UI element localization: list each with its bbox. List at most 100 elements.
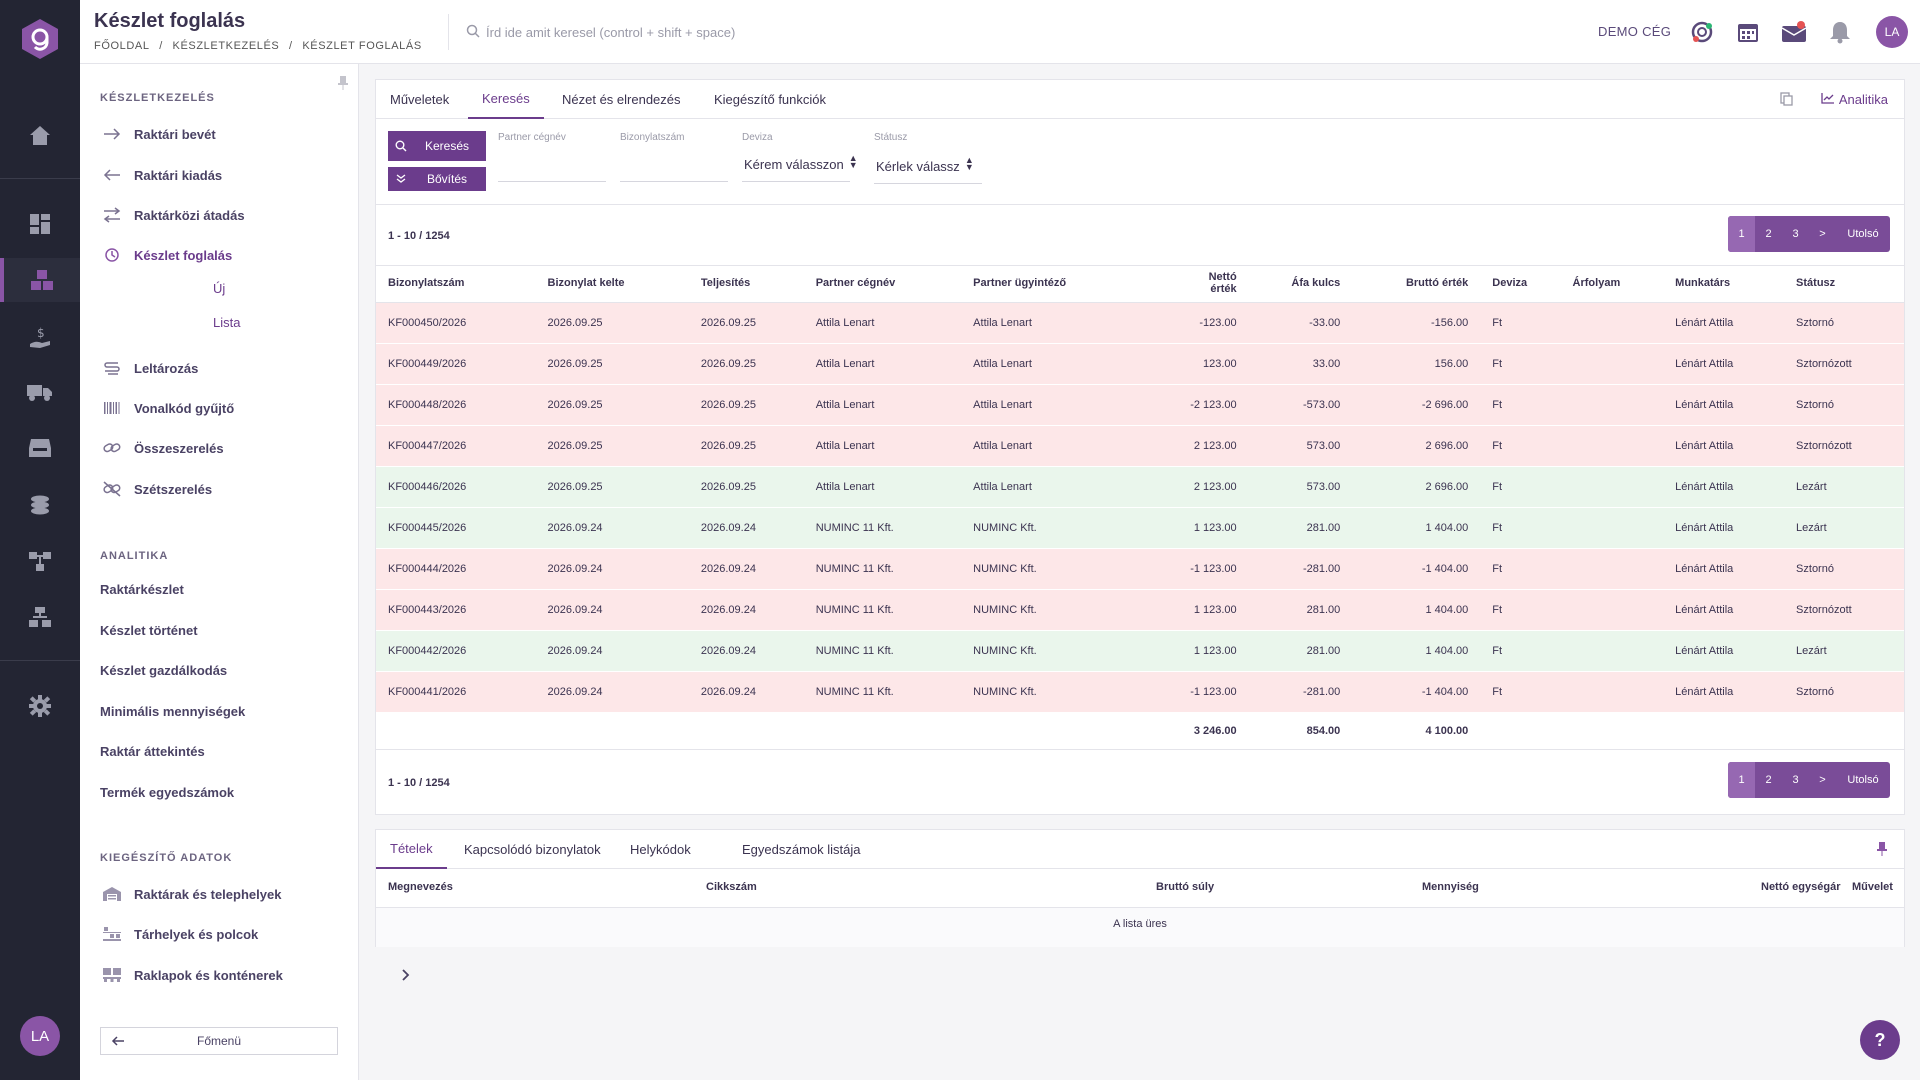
tab-serial-number-list[interactable]: Egyedszámok listája — [742, 842, 861, 857]
inventory-icon[interactable] — [0, 258, 80, 302]
workflow-icon[interactable] — [0, 539, 80, 583]
calendar-icon[interactable] — [1734, 18, 1762, 46]
breadcrumb-inventory[interactable]: KÉSZLETKEZELÉS — [172, 40, 280, 52]
partner-filter-input[interactable] — [498, 181, 606, 182]
sidebar-item-warehouse-overview[interactable]: Raktár áttekintés — [100, 744, 205, 759]
finance-icon[interactable]: $ — [0, 316, 80, 360]
sidebar-item-transfer[interactable]: Raktárközi átadás — [100, 199, 420, 231]
sidebar-item-minimum-quantities[interactable]: Minimális mennyiségek — [100, 704, 246, 719]
column-header-employee[interactable]: Munkatárs — [1663, 265, 1785, 303]
next-page-button[interactable]: > — [1819, 774, 1826, 786]
cell-net-value: -1 123.00 — [1171, 671, 1249, 713]
table-row[interactable]: KF000445/2026 2026.09.24 2026.09.24 NUMINC … — [376, 507, 1904, 549]
sidebar-item-assembly[interactable]: Összeszerelés — [100, 432, 420, 464]
column-header-quantity[interactable]: Mennyiség — [1422, 881, 1479, 893]
column-header-net-value[interactable]: Nettó érték — [1171, 265, 1249, 303]
sidebar-item-stocktaking[interactable]: Leltározás — [100, 352, 420, 384]
table-row[interactable]: KF000441/2026 2026.09.24 2026.09.24 NUMINC … — [376, 671, 1904, 713]
table-row[interactable]: KF000448/2026 2026.09.25 2026.09.25 Attila … — [376, 384, 1904, 426]
table-row[interactable]: KF000447/2026 2026.09.25 2026.09.25 Attila … — [376, 425, 1904, 467]
user-avatar[interactable]: LA — [20, 1016, 60, 1056]
page-3-button[interactable]: 3 — [1792, 774, 1799, 786]
column-header-doc-number[interactable]: Bizonylatszám — [376, 265, 536, 303]
sidebar-item-stock-management[interactable]: Készlet gazdálkodás — [100, 663, 228, 678]
header-avatar[interactable]: LA — [1876, 16, 1908, 48]
pin-icon[interactable] — [1876, 842, 1888, 861]
sidebar-item-stock-level[interactable]: Raktárkészlet — [100, 582, 184, 597]
doc-number-filter-input[interactable] — [620, 181, 728, 182]
copy-icon[interactable] — [1780, 92, 1794, 111]
column-header-gross-value[interactable]: Bruttó érték — [1352, 265, 1481, 303]
sidebar-subitem-new[interactable]: Új — [213, 281, 226, 296]
column-header-status[interactable]: Státusz — [1784, 265, 1904, 303]
company-name[interactable]: DEMO CÉG — [1598, 24, 1672, 39]
page-2-button[interactable]: 2 — [1765, 774, 1772, 786]
column-header-partner-contact[interactable]: Partner ügyintéző — [961, 265, 1172, 303]
sidebar-item-warehouse-issue[interactable]: Raktári kiadás — [100, 159, 420, 191]
app-logo-icon[interactable] — [20, 18, 60, 60]
table-row[interactable]: KF000442/2026 2026.09.24 2026.09.24 NUMINC … — [376, 630, 1904, 672]
page-1-button[interactable]: 1 — [1728, 216, 1755, 252]
cell-net-value: -1 123.00 — [1171, 548, 1249, 590]
table-row[interactable]: KF000449/2026 2026.09.25 2026.09.25 Attila … — [376, 343, 1904, 385]
column-header-sku[interactable]: Cikkszám — [706, 881, 757, 893]
breadcrumb-home[interactable]: FŐOLDAL — [94, 40, 150, 52]
column-header-name[interactable]: Megnevezés — [388, 881, 453, 893]
mail-icon[interactable] — [1780, 18, 1808, 46]
table-row[interactable]: KF000444/2026 2026.09.24 2026.09.24 NUMINC … — [376, 548, 1904, 590]
sidebar-item-disassembly[interactable]: Szétszerelés — [100, 473, 420, 505]
tab-related-documents[interactable]: Kapcsolódó bizonylatok — [464, 842, 601, 857]
analytics-link[interactable]: Analitika — [1821, 92, 1888, 107]
tab-view-layout[interactable]: Nézet és elrendezés — [562, 92, 681, 107]
inbox-icon[interactable] — [0, 426, 80, 470]
cell-exchange-rate — [1560, 671, 1664, 713]
sidebar-item-serial-numbers[interactable]: Termék egyedszámok — [100, 776, 420, 808]
next-page-button[interactable]: > — [1819, 228, 1826, 240]
search-button[interactable]: Keresés — [388, 131, 486, 161]
sidebar-item-stock-reservation[interactable]: Készlet foglalás — [100, 239, 420, 271]
column-header-currency[interactable]: Deviza — [1480, 265, 1561, 303]
tab-location-codes[interactable]: Helykódok — [630, 842, 691, 857]
column-header-partner-company[interactable]: Partner cégnév — [803, 265, 962, 303]
page-1-button[interactable]: 1 — [1728, 762, 1755, 798]
last-page-button[interactable]: Utolsó — [1847, 228, 1879, 240]
column-header-gross-weight[interactable]: Bruttó súly — [1156, 881, 1215, 893]
global-search-input[interactable] — [486, 20, 1086, 44]
support-icon[interactable] — [1688, 18, 1716, 46]
last-page-button[interactable]: Utolsó — [1847, 774, 1879, 786]
column-header-doc-date[interactable]: Bizonylat kelte — [535, 265, 689, 303]
table-row[interactable]: KF000443/2026 2026.09.24 2026.09.24 NUMINC … — [376, 589, 1904, 631]
table-row[interactable]: KF000450/2026 2026.09.25 2026.09.25 Attila … — [376, 302, 1904, 344]
tab-extra-functions[interactable]: Kiegészítő funkciók — [714, 92, 827, 107]
tab-operations[interactable]: Műveletek — [390, 92, 450, 107]
tab-items[interactable]: Tételek — [376, 830, 447, 869]
sidebar-subitem-list[interactable]: Lista — [213, 315, 241, 330]
table-row[interactable]: KF000446/2026 2026.09.25 2026.09.25 Attila … — [376, 466, 1904, 508]
expand-button[interactable]: Bővítés — [388, 167, 486, 191]
sidebar-item-barcode-collector[interactable]: Vonalkód gyűjtő — [100, 392, 420, 424]
column-header-vat[interactable]: Áfa kulcs — [1248, 265, 1353, 303]
column-header-exchange-rate[interactable]: Árfolyam — [1560, 265, 1664, 303]
dashboard-icon[interactable] — [0, 202, 80, 246]
home-icon[interactable] — [0, 113, 80, 157]
status-select[interactable]: Kérlek válassz ▲ ▼ — [876, 156, 974, 175]
page-3-button[interactable]: 3 — [1792, 228, 1799, 240]
tab-search[interactable]: Keresés — [468, 80, 544, 119]
column-header-net-unit-price[interactable]: Nettó egységár — [1761, 881, 1841, 893]
help-button[interactable]: ? — [1860, 1020, 1900, 1060]
org-chart-icon[interactable] — [0, 595, 80, 639]
sidebar-item-pallets[interactable]: Raklapok és konténerek — [100, 959, 420, 991]
currency-select[interactable]: Kérem válasszon ▲ ▼ — [744, 154, 858, 173]
pin-icon[interactable] — [337, 76, 349, 95]
settings-icon[interactable] — [0, 684, 80, 728]
page-2-button[interactable]: 2 — [1765, 228, 1772, 240]
bell-icon[interactable] — [1826, 18, 1854, 46]
sidebar-item-stock-history[interactable]: Készlet történet — [100, 623, 198, 638]
sidebar-item-warehouses[interactable]: Raktárak és telephelyek — [100, 878, 420, 910]
column-header-fulfillment[interactable]: Teljesítés — [688, 265, 804, 303]
sidebar-item-warehouse-receipt[interactable]: Raktári bevét — [100, 118, 420, 150]
sidebar-item-shelves[interactable]: Tárhelyek és polcok — [100, 918, 420, 950]
delivery-truck-icon[interactable] — [0, 370, 80, 414]
coins-icon[interactable] — [0, 483, 80, 527]
main-menu-button[interactable]: Főmenü — [100, 1027, 338, 1055]
